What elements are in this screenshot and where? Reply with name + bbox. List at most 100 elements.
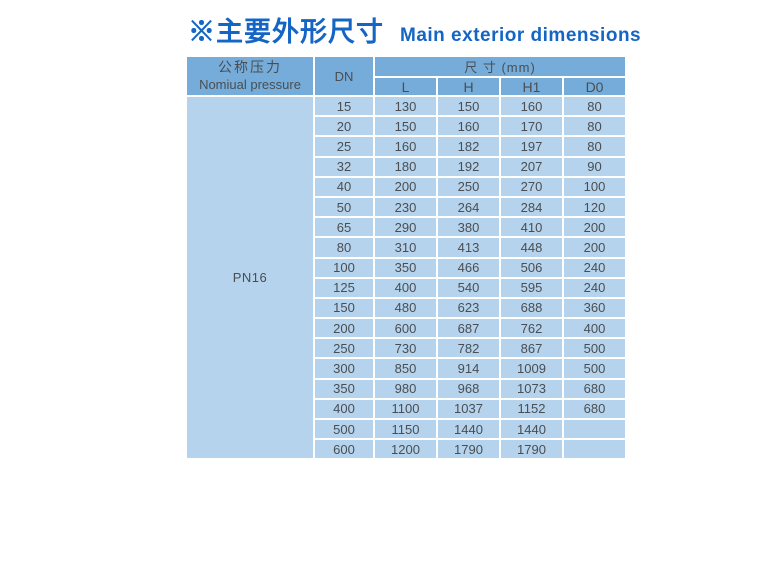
cell-h: 1440 — [436, 417, 501, 441]
cell-l: 150 — [373, 115, 438, 138]
cell-l: 350 — [373, 256, 438, 279]
cell-h: 380 — [436, 216, 501, 239]
cell-d0: 500 — [561, 357, 628, 380]
table-row: 50 230 264 284 120 — [186, 195, 628, 219]
cell-h1: 1009 — [499, 357, 564, 380]
cell-h1: 1073 — [499, 377, 564, 400]
cell-h: 1037 — [436, 397, 501, 421]
cell-dn: 40 — [313, 175, 375, 198]
cell-h: 1790 — [436, 438, 501, 461]
cell-dn: 200 — [313, 317, 375, 340]
cell-d0: 80 — [561, 94, 628, 118]
cell-dn: 50 — [313, 195, 375, 219]
cell-d0: 500 — [561, 337, 628, 360]
cell-h1: 506 — [499, 256, 564, 279]
cell-d0: 200 — [561, 236, 628, 259]
cell-h: 914 — [436, 357, 501, 380]
cell-h1: 1440 — [499, 417, 564, 441]
cell-l: 130 — [373, 94, 438, 118]
cell-l: 230 — [373, 195, 438, 219]
table-row: 20 150 160 170 80 — [186, 115, 628, 138]
page-title: ※主要外形尺寸 Main exterior dimensions — [188, 10, 641, 49]
cell-dn: 300 — [313, 357, 375, 380]
dimensions-group-header: 尺 寸 (mm) — [372, 55, 628, 78]
cell-d0: 680 — [561, 397, 628, 421]
page-title-english: Main exterior dimensions — [400, 25, 642, 46]
table-row: 350 980 968 1073 680 — [186, 377, 628, 400]
dim-col-header-h: H — [436, 76, 501, 97]
table-row: 65 290 380 410 200 — [186, 216, 628, 239]
cell-h1: 160 — [499, 94, 564, 118]
cell-d0: 120 — [561, 195, 628, 219]
cell-h: 782 — [436, 337, 501, 360]
cell-h: 182 — [436, 135, 501, 158]
cell-dn: 350 — [313, 377, 375, 400]
dimensions-table: 公称压力 Nomiual pressure DN 尺 寸 (mm) L H H1 D0… — [185, 55, 628, 461]
table-row: 40 200 250 270 100 — [186, 175, 628, 198]
cell-l: 730 — [373, 337, 438, 360]
cell-l: 1150 — [373, 417, 438, 441]
cell-dn: 80 — [313, 236, 375, 259]
cell-d0: 80 — [561, 135, 628, 158]
cell-dn: 100 — [313, 256, 375, 279]
cell-d0: 680 — [561, 377, 628, 400]
cell-h: 687 — [436, 317, 501, 340]
cell-d0: 240 — [561, 256, 628, 279]
cell-d0: 400 — [561, 317, 628, 340]
page-title-chinese: ※主要外形尺寸 — [188, 17, 384, 47]
cell-l: 310 — [373, 236, 438, 259]
cell-dn: 15 — [313, 94, 375, 118]
cell-h1: 197 — [499, 135, 564, 158]
cell-d0: 360 — [561, 296, 628, 320]
dim-col-header-h1: H1 — [499, 76, 564, 97]
table-row: 600 1200 1790 1790 — [186, 438, 628, 461]
cell-h: 160 — [436, 115, 501, 138]
pressure-value-cell: PN16 — [185, 94, 315, 461]
cell-d0: 90 — [561, 155, 628, 178]
table-row: 500 1150 1440 1440 — [186, 417, 628, 441]
cell-dn: 500 — [313, 417, 375, 441]
table-row: 300 850 914 1009 500 — [186, 357, 628, 380]
dim-col-header-l: L — [373, 76, 438, 97]
cell-dn: 250 — [313, 337, 375, 360]
cell-h1: 207 — [499, 155, 564, 178]
cell-l: 1200 — [373, 438, 438, 461]
cell-d0 — [561, 438, 628, 461]
table-row: 100 350 466 506 240 — [186, 256, 628, 279]
cell-l: 480 — [373, 296, 438, 320]
cell-dn: 600 — [313, 438, 375, 461]
cell-h1: 1790 — [499, 438, 564, 461]
table-row: 150 480 623 688 360 — [186, 296, 628, 320]
cell-h1: 688 — [499, 296, 564, 320]
cell-dn: 32 — [313, 155, 375, 178]
cell-h: 250 — [436, 175, 501, 198]
table-row: 32 180 192 207 90 — [186, 155, 628, 178]
cell-l: 600 — [373, 317, 438, 340]
table-row: 25 160 182 197 80 — [186, 135, 628, 158]
cell-h1: 284 — [499, 195, 564, 219]
cell-h: 540 — [436, 276, 501, 299]
pressure-column-header: 公称压力 Nomiual pressure — [185, 55, 315, 97]
table-row: 125 400 540 595 240 — [186, 276, 628, 299]
cell-d0: 80 — [561, 115, 628, 138]
cell-h: 150 — [436, 94, 501, 118]
cell-l: 400 — [373, 276, 438, 299]
dimensions-table-body: PN16 15 130 150 160 80 20 150 160 170 80 25 160 182 19… — [185, 94, 628, 461]
dn-column-header: DN — [313, 55, 375, 97]
cell-l: 850 — [373, 357, 438, 380]
table-row: 250 730 782 867 500 — [186, 337, 628, 360]
cell-l: 980 — [373, 377, 438, 400]
cell-h1: 410 — [499, 216, 564, 239]
cell-l: 290 — [373, 216, 438, 239]
cell-h1: 448 — [499, 236, 564, 259]
cell-dn: 400 — [313, 397, 375, 421]
cell-h: 623 — [436, 296, 501, 320]
cell-l: 180 — [373, 155, 438, 178]
cell-h: 413 — [436, 236, 501, 259]
cell-dn: 65 — [313, 216, 375, 239]
cell-l: 160 — [373, 135, 438, 158]
cell-h: 466 — [436, 256, 501, 279]
header-row-2: L H H1 D0 — [186, 76, 628, 97]
cell-dn: 25 — [313, 135, 375, 158]
header-row-1: 公称压力 Nomiual pressure DN 尺 寸 (mm) — [185, 55, 628, 97]
